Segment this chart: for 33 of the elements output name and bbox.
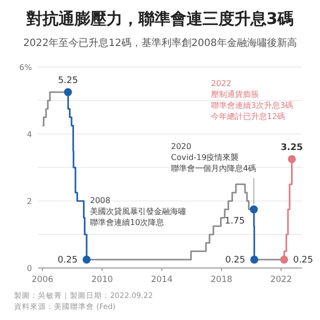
annotation: 今年總計已升息12碼 (211, 112, 286, 121)
chart-title: 對抗通膨壓力，聯準會連三度升息3碼 (25, 9, 294, 28)
x-tick-label: 2014 (150, 275, 173, 285)
chart-subtitle: 2022年至今已升息12碼，基準利率創2008年金融海嘯後新高 (23, 37, 297, 49)
point (250, 256, 258, 264)
y-tick-label: 0 (26, 264, 32, 273)
data-label: 3.25 (280, 143, 303, 154)
y-tick-label: 6% (19, 63, 32, 72)
data-label: 1.75 (224, 216, 245, 226)
annotation: 聯準會連續3次升息3碼 (211, 101, 294, 110)
annotation: 聯準會一個月內降息4碼 (171, 164, 256, 173)
point (280, 256, 288, 264)
annotation: Covid-19疫情來襲 (171, 153, 239, 162)
point (64, 88, 72, 96)
annotation: 聯準會連續10次降息 (90, 218, 164, 227)
x-tick-label: 2010 (91, 275, 113, 285)
annotation: 2020 (171, 142, 192, 151)
data-label: 5.25 (58, 76, 78, 86)
data-label: 0.25 (225, 256, 246, 266)
data-label: 0.25 (293, 256, 314, 266)
point (288, 155, 296, 164)
x-tick-label: 2018 (210, 275, 232, 285)
x-tick-label: 2022 (270, 275, 292, 285)
y-tick-label: 4 (26, 130, 32, 139)
x-tick-label: 2006 (32, 275, 54, 285)
annotation: 美國次貸風暴引發金融海嘯 (90, 207, 186, 216)
data-label: 0.25 (58, 256, 78, 266)
y-tick-label: 2 (26, 197, 32, 206)
annotation: 2022 (211, 79, 232, 88)
point (82, 256, 91, 264)
annotation: 壓制通貨膨脹 (211, 90, 259, 99)
annotation: 2008 (90, 196, 110, 205)
point (250, 205, 258, 214)
